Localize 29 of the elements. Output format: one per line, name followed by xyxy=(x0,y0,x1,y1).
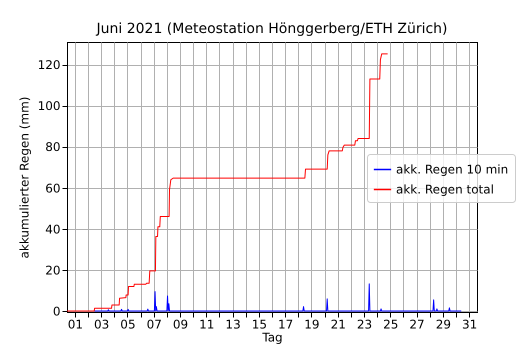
y-tick-label: 0 xyxy=(52,304,60,318)
y-tick-label: 40 xyxy=(45,222,60,236)
x-tick-label: 03 xyxy=(94,318,110,332)
y-axis-title: akkumulierter Regen (mm) xyxy=(18,96,32,258)
y-tick-label: 20 xyxy=(45,263,60,278)
legend-label: akk. Regen 10 min xyxy=(396,162,508,176)
x-tick-label: 23 xyxy=(356,318,372,332)
legend-label: akk. Regen total xyxy=(396,182,494,196)
y-tick-label: 120 xyxy=(38,58,60,72)
chart-title: Juni 2021 (Meteostation Hönggerberg/ETH Zürich) xyxy=(96,21,448,37)
y-tick-label: 80 xyxy=(45,140,60,154)
x-tick-label: 15 xyxy=(252,318,267,332)
y-tick-label: 100 xyxy=(38,99,60,114)
x-tick-label: 17 xyxy=(278,318,294,332)
x-tick-label: 11 xyxy=(199,318,214,332)
x-tick-label: 31 xyxy=(462,318,478,332)
x-tick-label: 19 xyxy=(304,318,320,332)
x-tick-label: 21 xyxy=(330,318,346,332)
x-tick-label: 13 xyxy=(225,318,241,332)
x-axis-title: Tag xyxy=(261,330,283,344)
x-tick-label: 27 xyxy=(409,318,425,332)
x-tick-label: 09 xyxy=(172,318,188,332)
x-tick-label: 01 xyxy=(68,318,84,332)
x-tick-label: 25 xyxy=(383,318,398,332)
line-series xyxy=(66,53,388,312)
y-tick-label: 60 xyxy=(45,181,60,196)
x-tick-label: 07 xyxy=(146,318,162,332)
x-tick-label: 05 xyxy=(120,318,136,332)
x-tick-label: 29 xyxy=(436,318,451,332)
